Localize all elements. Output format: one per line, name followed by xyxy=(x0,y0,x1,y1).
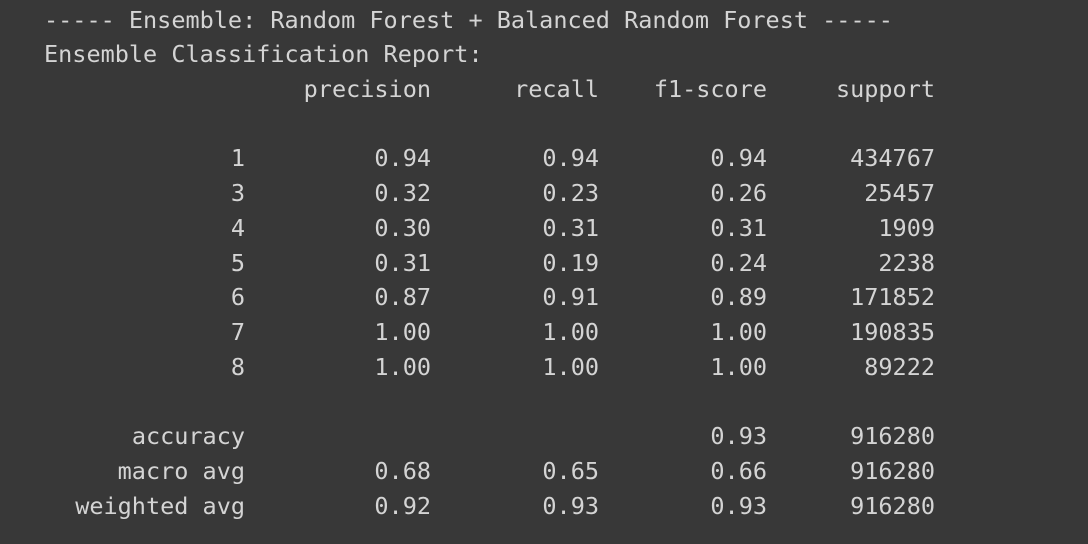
row-label: 5 xyxy=(230,249,245,277)
row-label: 8 xyxy=(230,353,245,381)
cell-f1-score: 0.66 xyxy=(710,457,767,485)
cell-support: 1909 xyxy=(878,214,935,242)
cell-precision: 1.00 xyxy=(374,353,431,381)
row-label: 3 xyxy=(230,179,245,207)
cell-f1-score: 1.00 xyxy=(710,353,767,381)
cell-f1-score: 1.00 xyxy=(710,318,767,346)
cell-recall: 1.00 xyxy=(542,353,599,381)
cell-support: 916280 xyxy=(850,457,935,485)
cell-precision: 0.30 xyxy=(374,214,431,242)
cell-precision: 1.00 xyxy=(374,318,431,346)
cell-support: 2238 xyxy=(878,249,935,277)
cell-support: 171852 xyxy=(850,283,935,311)
row-label: macro avg xyxy=(117,457,245,485)
cell-precision: 0.68 xyxy=(374,457,431,485)
cell-support: 89222 xyxy=(864,353,935,381)
cell-f1-score: 0.94 xyxy=(710,144,767,172)
cell-support: 190835 xyxy=(850,318,935,346)
row-label: 1 xyxy=(230,144,245,172)
cell-recall: 0.91 xyxy=(542,283,599,311)
cell-f1-score: 0.26 xyxy=(710,179,767,207)
column-header-precision: precision xyxy=(303,75,431,103)
cell-f1-score: 0.93 xyxy=(710,422,767,450)
cell-precision: 0.92 xyxy=(374,492,431,520)
row-label: 4 xyxy=(230,214,245,242)
row-label: weighted avg xyxy=(75,492,245,520)
cell-f1-score: 0.89 xyxy=(710,283,767,311)
report-title: Ensemble Classification Report: xyxy=(44,40,483,68)
cell-precision: 0.94 xyxy=(374,144,431,172)
column-header-recall: recall xyxy=(514,75,599,103)
cell-precision: 0.31 xyxy=(374,249,431,277)
cell-support: 434767 xyxy=(850,144,935,172)
cell-precision xyxy=(250,419,431,453)
row-label: accuracy xyxy=(131,422,245,450)
cell-recall: 0.94 xyxy=(542,144,599,172)
cell-precision: 0.32 xyxy=(374,179,431,207)
cell-recall: 0.93 xyxy=(542,492,599,520)
row-label: 6 xyxy=(230,283,245,311)
cell-support: 916280 xyxy=(850,492,935,520)
cell-precision: 0.87 xyxy=(374,283,431,311)
cell-recall: 0.19 xyxy=(542,249,599,277)
column-header-f1-score: f1-score xyxy=(653,75,767,103)
cell-support: 916280 xyxy=(850,422,935,450)
cell-f1-score: 0.31 xyxy=(710,214,767,242)
cell-recall: 1.00 xyxy=(542,318,599,346)
ensemble-heading: ----- Ensemble: Random Forest + Balanced… xyxy=(44,6,893,34)
cell-recall xyxy=(440,419,599,453)
cell-recall: 0.23 xyxy=(542,179,599,207)
row-label: 7 xyxy=(230,318,245,346)
cell-f1-score: 0.24 xyxy=(710,249,767,277)
cell-f1-score: 0.93 xyxy=(710,492,767,520)
cell-recall: 0.65 xyxy=(542,457,599,485)
cell-support: 25457 xyxy=(864,179,935,207)
cell-recall: 0.31 xyxy=(542,214,599,242)
column-header-support: support xyxy=(835,75,935,103)
